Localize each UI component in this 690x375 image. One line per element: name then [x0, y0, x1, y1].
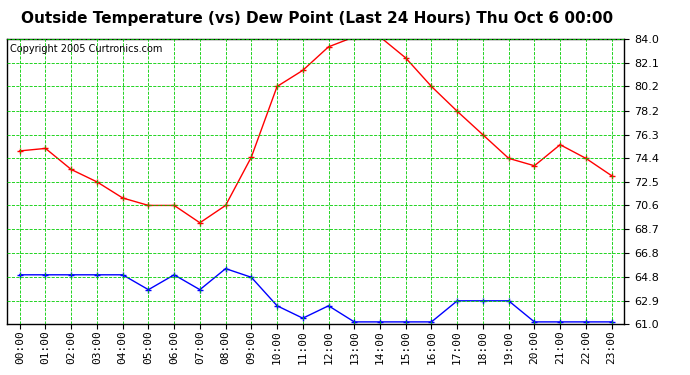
Text: Outside Temperature (vs) Dew Point (Last 24 Hours) Thu Oct 6 00:00: Outside Temperature (vs) Dew Point (Last…: [21, 11, 613, 26]
Text: Copyright 2005 Curtronics.com: Copyright 2005 Curtronics.com: [10, 44, 162, 54]
